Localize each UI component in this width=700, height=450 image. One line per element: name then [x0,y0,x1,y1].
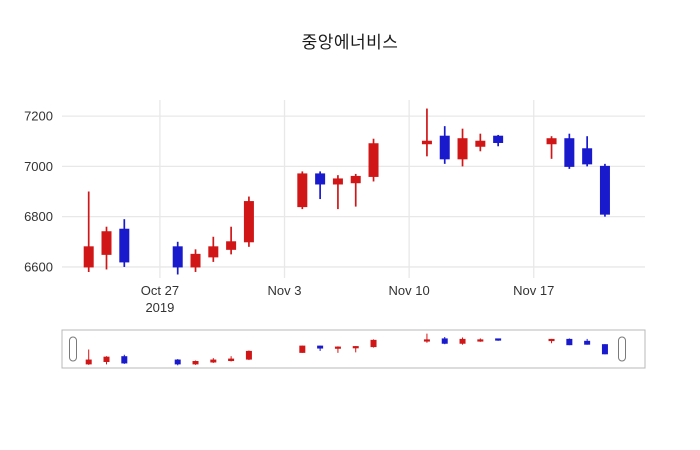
mini-candle-body [459,338,466,344]
x-tick-label: Nov 3 [268,283,302,298]
gridlines [62,100,645,278]
candle-body [457,138,468,160]
mini-candle-body [584,340,591,345]
candle-body [368,143,379,177]
mini-candle-body [245,350,252,360]
candle-body [439,135,450,160]
mini-candle-body [334,346,341,349]
candle-body [421,140,432,145]
x-tick-label: Nov 10 [389,283,430,298]
candle-body [297,173,308,208]
candle-body [582,148,593,165]
mini-candle-body [477,339,484,342]
x-tick-label: Nov 17 [513,283,554,298]
candle-body [226,241,237,250]
rangeslider[interactable] [61,329,646,369]
mini-candle-body [423,339,430,342]
candle-body [475,140,486,147]
candle-body [119,228,130,263]
candle-body [101,231,112,255]
candle-body [546,138,557,145]
plot-area[interactable] [62,100,645,278]
y-tick-label: 7000 [24,159,53,174]
mini-candle-body [441,338,448,344]
rangeslider-track[interactable] [61,329,646,369]
mini-candle-body [370,339,377,348]
mini-candle-body [299,345,306,353]
candle-body [332,178,343,185]
candle-body [243,201,254,243]
y-tick-label: 7200 [24,109,53,124]
x-tick-label: Oct 27 [141,283,179,298]
mini-candle-body [566,338,573,346]
rangeslider-left-handle[interactable] [69,336,77,362]
candle-body [493,135,504,143]
candle-body [564,138,575,167]
mini-candle-body [174,359,181,365]
mini-candle-body [601,344,608,355]
mini-candle-body [352,346,359,349]
chart-title: 중앙에너비스 [301,33,399,52]
candle-body [350,175,361,184]
y-tick-label: 6800 [24,209,53,224]
axis-labels: 6600 6800 7000 7200 Oct 27 2019 Nov 3 Nov 10 Nov… [24,109,554,315]
mini-candle-body [548,338,555,342]
mini-candle-body [495,338,502,341]
mini-candle-body [210,359,217,363]
mini-candle-body [192,360,199,365]
candle-body [208,246,219,258]
mini-candle-body [121,356,128,364]
mini-candle-body [103,356,110,362]
y-tick-label: 6600 [24,259,53,274]
mini-candle-body [85,359,92,365]
candle-body [599,165,610,215]
candle-body [190,253,201,268]
candle-body [172,246,183,268]
rangeslider-right-handle[interactable] [618,336,626,362]
candle-body [315,173,326,185]
mini-candle-body [317,345,324,349]
mini-candle-body [228,358,235,362]
plot-drag-zone[interactable] [62,100,645,278]
candle-body [83,246,94,268]
x-tick-sublabel: 2019 [145,300,174,315]
